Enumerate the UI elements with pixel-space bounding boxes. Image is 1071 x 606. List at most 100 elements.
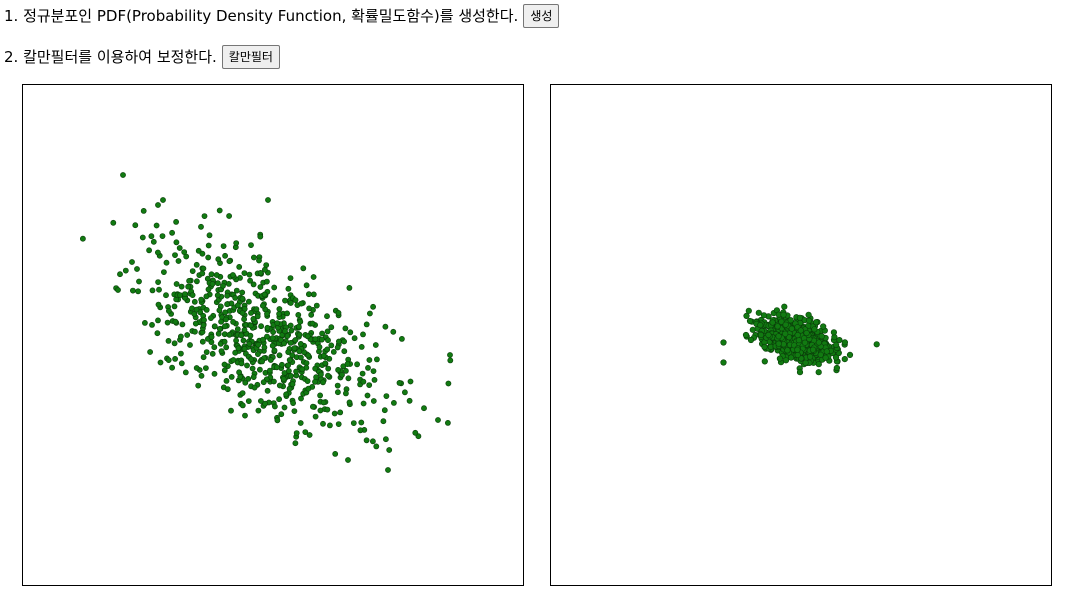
data-point bbox=[226, 331, 233, 338]
data-point bbox=[264, 387, 271, 394]
data-point bbox=[178, 283, 185, 290]
data-point bbox=[363, 437, 370, 444]
data-point bbox=[177, 333, 184, 340]
data-point bbox=[769, 319, 776, 326]
data-point bbox=[278, 411, 285, 418]
data-point bbox=[303, 282, 310, 289]
data-point bbox=[120, 172, 126, 178]
data-point bbox=[165, 357, 172, 363]
data-point bbox=[743, 312, 750, 319]
data-point bbox=[369, 438, 376, 445]
data-point bbox=[351, 335, 358, 342]
data-point bbox=[297, 420, 304, 426]
data-point bbox=[262, 400, 268, 407]
data-point bbox=[214, 280, 221, 287]
data-point bbox=[305, 385, 312, 392]
data-point bbox=[269, 335, 276, 341]
data-point bbox=[245, 375, 252, 382]
data-point bbox=[211, 370, 218, 377]
data-point bbox=[283, 391, 289, 398]
data-point bbox=[282, 328, 288, 335]
data-point bbox=[299, 366, 306, 373]
data-point bbox=[295, 311, 302, 318]
data-point bbox=[342, 325, 349, 332]
data-point bbox=[809, 346, 817, 353]
data-point bbox=[259, 302, 266, 309]
data-point bbox=[258, 323, 264, 330]
data-point bbox=[223, 344, 230, 351]
data-point bbox=[250, 254, 257, 261]
data-point bbox=[154, 249, 161, 256]
data-point bbox=[285, 362, 291, 369]
data-point bbox=[182, 369, 189, 376]
data-point bbox=[370, 368, 377, 374]
data-point bbox=[286, 357, 293, 363]
data-point bbox=[290, 400, 296, 406]
data-point bbox=[175, 258, 182, 264]
data-point bbox=[335, 421, 342, 427]
data-point bbox=[788, 354, 795, 361]
data-point bbox=[841, 356, 848, 363]
data-point bbox=[335, 338, 342, 345]
data-point bbox=[234, 326, 241, 333]
data-point bbox=[805, 317, 813, 324]
data-point bbox=[211, 344, 218, 351]
data-point bbox=[795, 337, 802, 344]
data-point bbox=[775, 333, 782, 340]
data-point bbox=[265, 197, 271, 203]
data-point bbox=[259, 358, 265, 365]
data-point bbox=[225, 280, 232, 287]
data-point bbox=[248, 356, 254, 363]
data-point bbox=[239, 309, 246, 316]
data-point bbox=[746, 317, 754, 325]
data-point bbox=[774, 323, 781, 330]
data-point bbox=[206, 232, 213, 239]
data-point bbox=[344, 361, 351, 367]
data-point bbox=[199, 270, 206, 277]
data-point bbox=[292, 297, 299, 303]
data-point bbox=[228, 407, 234, 414]
data-point bbox=[298, 395, 304, 402]
data-point bbox=[191, 328, 198, 335]
data-point bbox=[202, 365, 209, 371]
data-point bbox=[297, 354, 304, 361]
data-point bbox=[365, 364, 371, 371]
data-point bbox=[135, 288, 141, 295]
data-point bbox=[233, 287, 240, 294]
data-point bbox=[815, 361, 822, 368]
data-point bbox=[291, 408, 298, 414]
generate-button[interactable]: 생성 bbox=[523, 4, 560, 28]
data-point bbox=[390, 328, 397, 335]
data-point bbox=[155, 317, 161, 324]
data-point bbox=[241, 316, 247, 323]
data-point bbox=[341, 348, 348, 355]
data-point bbox=[803, 329, 810, 337]
data-point bbox=[223, 377, 230, 384]
data-point bbox=[287, 372, 294, 379]
data-point bbox=[765, 331, 772, 339]
data-point bbox=[189, 292, 196, 298]
data-point bbox=[720, 339, 727, 346]
data-point bbox=[218, 348, 225, 354]
data-point bbox=[228, 373, 235, 380]
data-point bbox=[305, 352, 312, 359]
data-point bbox=[295, 323, 302, 330]
data-point bbox=[309, 403, 316, 410]
data-point bbox=[284, 333, 291, 339]
data-point bbox=[345, 375, 352, 382]
data-point bbox=[833, 341, 840, 349]
data-point bbox=[163, 259, 170, 266]
data-point bbox=[406, 397, 413, 404]
data-point bbox=[313, 302, 320, 309]
data-point bbox=[224, 301, 230, 308]
data-point bbox=[230, 318, 236, 325]
data-point bbox=[385, 467, 391, 473]
data-point bbox=[257, 233, 264, 240]
data-point bbox=[255, 341, 262, 348]
data-point bbox=[320, 420, 326, 427]
data-point bbox=[396, 379, 403, 386]
kalman-filter-button[interactable]: 칼만필터 bbox=[221, 45, 280, 69]
data-point bbox=[797, 327, 804, 334]
data-point bbox=[266, 367, 273, 374]
data-point bbox=[221, 323, 228, 330]
